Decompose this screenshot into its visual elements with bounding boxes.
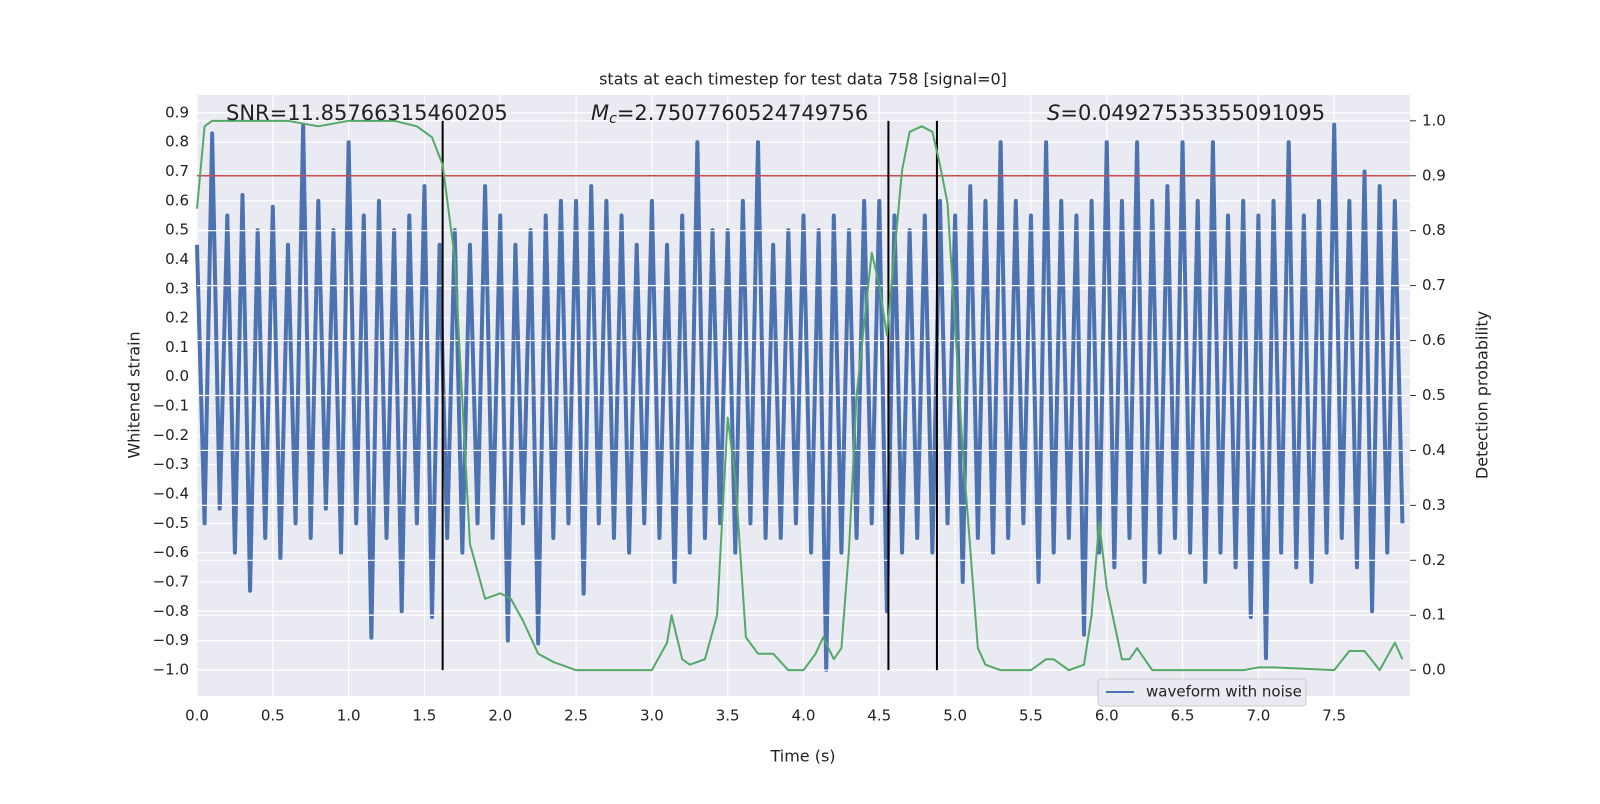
line-series: [196, 119, 1404, 672]
x-axis-label: Time (s): [769, 747, 835, 766]
y2-tick-label: 0.3: [1422, 496, 1446, 514]
y-tick-label: −0.6: [153, 543, 189, 561]
y-tick-label: 0.9: [165, 103, 189, 121]
x-tick-label: 6.5: [1171, 707, 1195, 725]
y-tick-label: −0.1: [153, 397, 189, 415]
y-tick-label: 0.6: [165, 191, 189, 209]
y2-tick-label: 0.0: [1422, 661, 1446, 679]
annotation-text: SNR=11.85766315460205: [226, 101, 508, 125]
y-tick-label: −0.7: [153, 572, 189, 590]
y-tick-label: −1.0: [153, 660, 189, 678]
x-tick-label: 1.0: [337, 707, 361, 725]
y-tick-label: 0.3: [165, 279, 189, 297]
annotation-subscript: c: [609, 111, 617, 127]
y-tick-label: −0.5: [153, 514, 189, 532]
y2-tick-label: 0.2: [1422, 551, 1446, 569]
x-tick-label: 4.0: [792, 707, 816, 725]
x-tick-label: 3.5: [716, 707, 740, 725]
y-tick-label: 0.7: [165, 162, 189, 180]
y2-tick-label: 0.9: [1422, 166, 1446, 184]
y2-tick-label: 0.8: [1422, 221, 1446, 239]
y-tick-label: −0.2: [153, 426, 189, 444]
x-tick-label: 6.0: [1095, 707, 1119, 725]
y-tick-label: 0.5: [165, 221, 189, 239]
y-tick-label: 0.4: [165, 250, 189, 268]
x-tick-label: 5.5: [1019, 707, 1043, 725]
legend: waveform with noise: [1097, 678, 1307, 707]
y2-tick-label: 0.7: [1422, 276, 1446, 294]
x-tick-label: 0.0: [185, 707, 209, 725]
y2-tick-label: 0.4: [1422, 441, 1446, 459]
x-tick-label: 3.0: [640, 707, 664, 725]
annotation-symbol: S: [1047, 101, 1060, 125]
y-tick-label: 0.0: [165, 367, 189, 385]
x-tick-label: 4.5: [867, 707, 891, 725]
y-tick-label: 0.8: [165, 133, 189, 151]
y2-tick-label: 1.0: [1422, 111, 1446, 129]
annotation-text: =2.7507760524749756: [617, 101, 868, 125]
x-tick-label: 2.0: [488, 707, 512, 725]
annotation: S=0.04927535355091095: [1047, 101, 1325, 125]
x-tick-label: 2.5: [564, 707, 588, 725]
legend-label: waveform with noise: [1146, 683, 1302, 701]
y-tick-label: −0.3: [153, 455, 189, 473]
annotation-text: =0.04927535355091095: [1060, 101, 1325, 125]
y-tick-label: 0.1: [165, 338, 189, 356]
x-tick-label: 7.0: [1246, 707, 1270, 725]
line-series: [195, 122, 1405, 672]
y-tick-label: −0.9: [153, 631, 189, 649]
x-tick-label: 5.0: [943, 707, 967, 725]
x-tick-label: 0.5: [261, 707, 285, 725]
annotation-symbol: M: [591, 101, 609, 125]
y2-tick-label: 0.1: [1422, 606, 1446, 624]
y2-axis-label: Detection probability: [1473, 311, 1492, 479]
annotation: SNR=11.85766315460205: [226, 101, 508, 125]
y2-tick-label: 0.6: [1422, 331, 1446, 349]
y2-tick-label: 0.5: [1422, 386, 1446, 404]
x-tick-label: 7.5: [1322, 707, 1346, 725]
x-tick-label: 1.5: [413, 707, 437, 725]
legend-box: [1097, 678, 1307, 707]
y-tick-label: 0.2: [165, 309, 189, 327]
chart-title: stats at each timestep for test data 758…: [599, 70, 1007, 89]
y-axis-label: Whitened strain: [125, 331, 144, 458]
y-tick-label: −0.4: [153, 485, 189, 503]
annotation: Mc=2.7507760524749756: [591, 101, 868, 127]
y-tick-label: −0.8: [153, 602, 189, 620]
